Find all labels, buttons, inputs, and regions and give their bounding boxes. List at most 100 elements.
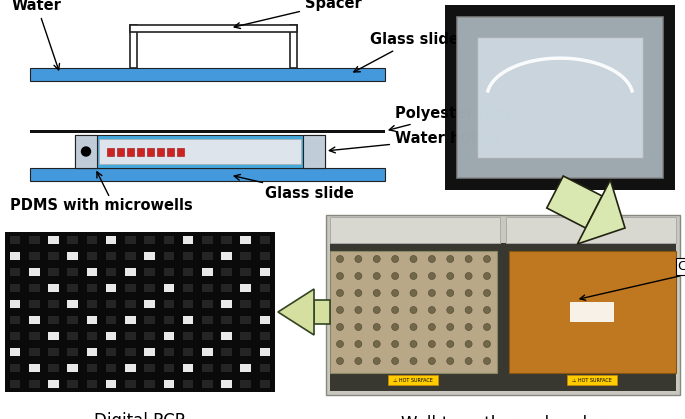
Circle shape [355, 290, 362, 297]
Bar [29, 380, 40, 388]
Bar [145, 284, 155, 292]
Bar [10, 284, 21, 292]
Bar [183, 316, 193, 324]
Circle shape [392, 323, 399, 331]
Bar [457, 17, 663, 178]
Circle shape [484, 272, 490, 279]
Bar [164, 348, 174, 357]
Bar [10, 300, 21, 308]
Bar [260, 316, 271, 324]
Bar [145, 348, 155, 357]
Bar [5, 232, 275, 392]
Bar [202, 380, 212, 388]
Bar [221, 268, 232, 277]
Bar [10, 251, 21, 260]
Circle shape [465, 256, 472, 262]
Circle shape [355, 323, 362, 331]
Bar [48, 316, 59, 324]
Bar [67, 364, 78, 372]
Bar [48, 331, 59, 340]
Bar [86, 316, 97, 324]
Bar [330, 217, 500, 243]
Circle shape [392, 272, 399, 279]
Circle shape [484, 256, 490, 262]
Bar [240, 316, 251, 324]
Bar [314, 300, 330, 324]
Bar [106, 300, 116, 308]
Circle shape [373, 323, 380, 331]
Bar [86, 268, 97, 277]
Bar [145, 300, 155, 308]
Text: Glass slide: Glass slide [354, 32, 459, 72]
Bar [164, 251, 174, 260]
Bar [86, 348, 97, 357]
Bar [67, 268, 78, 277]
Bar [240, 235, 251, 244]
Bar [202, 331, 212, 340]
Circle shape [355, 256, 362, 262]
Bar [67, 284, 78, 292]
Bar [164, 331, 174, 340]
Circle shape [392, 357, 399, 365]
Circle shape [465, 357, 472, 365]
Bar [240, 284, 251, 292]
Bar [183, 331, 193, 340]
Circle shape [465, 272, 472, 279]
Bar [202, 235, 212, 244]
Bar [260, 284, 271, 292]
Bar [260, 380, 271, 388]
Circle shape [392, 341, 399, 347]
Bar [240, 364, 251, 372]
Circle shape [410, 272, 417, 279]
Bar [221, 284, 232, 292]
Circle shape [355, 272, 362, 279]
Bar [86, 300, 97, 308]
Text: Copper plate: Copper plate [580, 260, 685, 300]
Bar [10, 348, 21, 357]
Text: ⚠ HOT SURFACE: ⚠ HOT SURFACE [572, 378, 612, 383]
Bar [164, 331, 174, 340]
Circle shape [336, 307, 343, 313]
Circle shape [410, 290, 417, 297]
Bar [86, 364, 97, 372]
Bar [48, 380, 59, 388]
Bar [106, 284, 116, 292]
Text: PDMS with microwells: PDMS with microwells [10, 198, 192, 213]
Bar [48, 348, 59, 357]
Bar [48, 268, 59, 277]
Bar [290, 25, 297, 68]
Bar [260, 331, 271, 340]
Circle shape [465, 341, 472, 347]
Polygon shape [577, 180, 625, 244]
Bar [99, 139, 301, 164]
Bar [260, 364, 271, 372]
Bar [106, 380, 116, 388]
Bar [117, 147, 124, 155]
Bar [48, 380, 59, 388]
Bar [106, 348, 116, 357]
Bar [29, 364, 40, 372]
Bar [125, 364, 136, 372]
Circle shape [465, 290, 472, 297]
Bar [157, 147, 164, 155]
Bar [221, 331, 232, 340]
Bar [145, 364, 155, 372]
Bar [221, 348, 232, 357]
Bar [86, 380, 97, 388]
Bar [48, 364, 59, 372]
Bar [67, 380, 78, 388]
Bar [145, 251, 155, 260]
Bar [125, 331, 136, 340]
Bar [221, 300, 232, 308]
Circle shape [392, 256, 399, 262]
Circle shape [428, 307, 436, 313]
Bar [240, 380, 251, 388]
Bar [86, 284, 97, 292]
Bar [240, 235, 251, 244]
Bar [29, 316, 40, 324]
Bar [29, 300, 40, 308]
Bar [164, 268, 174, 277]
Bar [164, 316, 174, 324]
Bar [67, 251, 78, 260]
Bar [183, 364, 193, 372]
